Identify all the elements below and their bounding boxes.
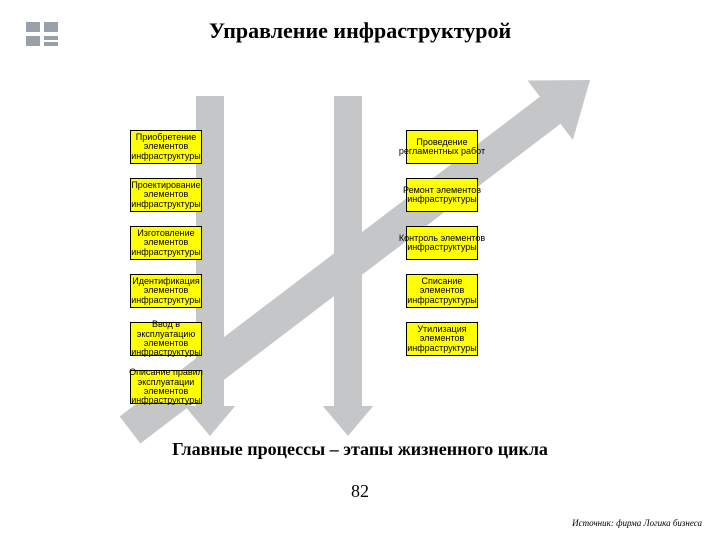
page-number-text: 82 [351,481,369,501]
process-commissioning: Ввод в эксплуатацию элементов инфраструк… [120,316,212,362]
process-label: Описание правил эксплуатации элементов и… [122,368,210,406]
source-text: Источник: фирма Логика бизнеса [572,518,702,528]
process-design: Проектирование элементов инфраструктуры [120,172,212,218]
process-label: Проведение регламентных работ [398,138,486,157]
page-number: 82 [0,481,720,502]
subtitle-text: Главные процессы – этапы жизненного цикл… [172,439,548,459]
process-acquisition: Приобретение элементов инфраструктуры [120,124,212,170]
process-label: Списание элементов инфраструктуры [398,277,486,305]
subtitle: Главные процессы – этапы жизненного цикл… [0,439,720,460]
process-writeoff: Списание элементов инфраструктуры [396,268,488,314]
process-label: Изготовление элементов инфраструктуры [122,229,210,257]
process-maintenance: Проведение регламентных работ [396,124,488,170]
process-label: Контроль элементов инфраструктуры [398,234,486,253]
process-manufacture: Изготовление элементов инфраструктуры [120,220,212,266]
process-label: Ремонт элементов инфраструктуры [398,186,486,205]
source-note: Источник: фирма Логика бизнеса [572,518,702,528]
process-repair: Ремонт элементов инфраструктуры [396,172,488,218]
page-title-text: Управление инфраструктурой [209,18,511,43]
process-label: Приобретение элементов инфраструктуры [122,133,210,161]
process-control: Контроль элементов инфраструктуры [396,220,488,266]
process-identification: Идентификация элементов инфраструктуры [120,268,212,314]
process-operation-rules: Описание правил эксплуатации элементов и… [120,364,212,410]
process-label: Проектирование элементов инфраструктуры [122,181,210,209]
process-label: Ввод в эксплуатацию элементов инфраструк… [122,320,210,358]
process-disposal: Утилизация элементов инфраструктуры [396,316,488,362]
process-label: Идентификация элементов инфраструктуры [122,277,210,305]
page-title: Управление инфраструктурой [0,18,720,44]
process-label: Утилизация элементов инфраструктуры [398,325,486,353]
